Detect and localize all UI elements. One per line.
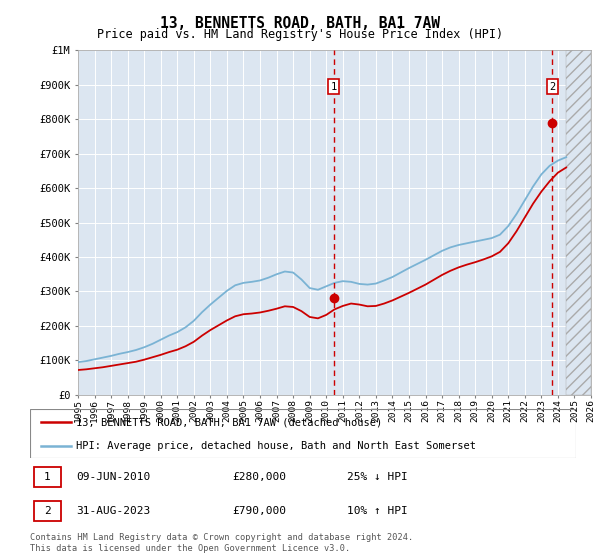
Text: 13, BENNETTS ROAD, BATH, BA1 7AW (detached house): 13, BENNETTS ROAD, BATH, BA1 7AW (detach…	[76, 417, 383, 427]
Text: 1: 1	[331, 82, 337, 92]
Text: HPI: Average price, detached house, Bath and North East Somerset: HPI: Average price, detached house, Bath…	[76, 441, 476, 451]
Text: 31-AUG-2023: 31-AUG-2023	[76, 506, 151, 516]
Bar	[34, 501, 61, 521]
Text: 13, BENNETTS ROAD, BATH, BA1 7AW: 13, BENNETTS ROAD, BATH, BA1 7AW	[160, 16, 440, 31]
Text: £280,000: £280,000	[232, 472, 286, 482]
Text: £790,000: £790,000	[232, 506, 286, 516]
Text: 09-JUN-2010: 09-JUN-2010	[76, 472, 151, 482]
Text: 2: 2	[44, 506, 51, 516]
Bar	[566, 50, 591, 395]
Text: 25% ↓ HPI: 25% ↓ HPI	[347, 472, 407, 482]
Text: Price paid vs. HM Land Registry's House Price Index (HPI): Price paid vs. HM Land Registry's House …	[97, 28, 503, 41]
Bar	[34, 467, 61, 487]
Text: 1: 1	[44, 472, 51, 482]
Text: 2: 2	[549, 82, 556, 92]
Text: 10% ↑ HPI: 10% ↑ HPI	[347, 506, 407, 516]
Text: Contains HM Land Registry data © Crown copyright and database right 2024.
This d: Contains HM Land Registry data © Crown c…	[30, 533, 413, 553]
